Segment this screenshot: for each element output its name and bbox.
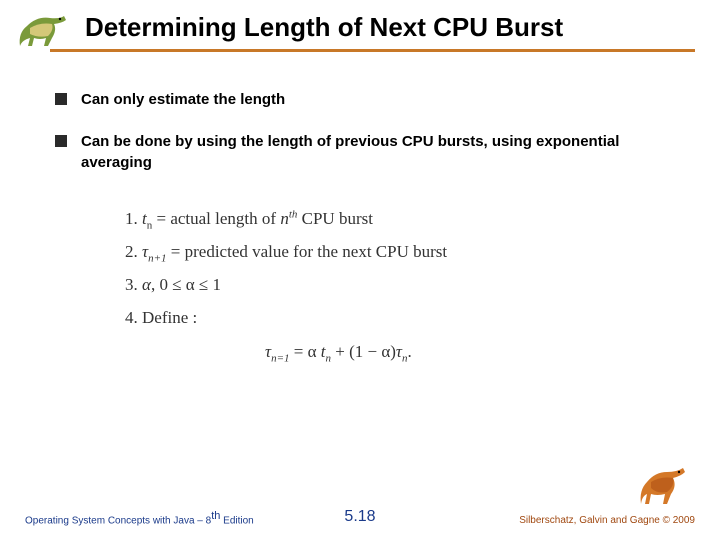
dinosaur-icon-right [637, 460, 692, 508]
formula-line-2: 2. τn+1 = predicted value for the next C… [125, 236, 665, 269]
slide-content: Can only estimate the length Can be done… [0, 52, 720, 369]
formula-line-3: 3. α, 0 ≤ α ≤ 1 [125, 269, 665, 301]
formula-block: 1. tn = actual length of nth CPU burst 2… [55, 195, 665, 369]
bullet-square-icon [55, 93, 67, 105]
formula-line-4: 4. Define : [125, 302, 665, 334]
bullet-text: Can be done by using the length of previ… [81, 132, 665, 173]
bullet-item: Can only estimate the length [55, 90, 665, 110]
formula-line-1: 1. tn = actual length of nth CPU burst [125, 203, 665, 236]
bullet-item: Can be done by using the length of previ… [55, 132, 665, 173]
footer-left-text: Operating System Concepts with Java – 8t… [25, 510, 254, 526]
slide-title: Determining Length of Next CPU Burst [85, 12, 700, 43]
footer-right-text: Silberschatz, Galvin and Gagne © 2009 [519, 515, 695, 526]
formula-line-4-def: τn=1 = α tn + (1 − α)τn. [125, 336, 665, 369]
slide-header: Determining Length of Next CPU Burst [0, 0, 720, 43]
bullet-text: Can only estimate the length [81, 90, 285, 110]
page-number: 5.18 [344, 508, 375, 526]
bullet-square-icon [55, 135, 67, 147]
